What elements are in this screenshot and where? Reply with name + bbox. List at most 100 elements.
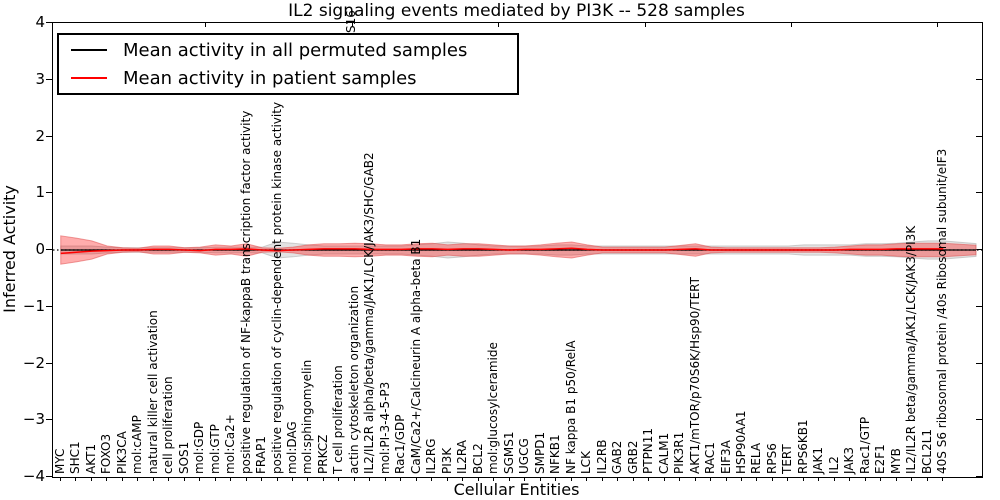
x-tick-mark (214, 477, 216, 481)
activity-bands-plot (53, 235, 982, 265)
x-tick-label: actin cytoskeleton organization (346, 285, 361, 474)
x-tick-mark (679, 477, 681, 481)
y-tick-mark-left (46, 362, 52, 364)
x-tick-mark (369, 477, 371, 481)
x-tick-mark (322, 477, 324, 481)
x-tick-label: mol:Ca2+ (223, 414, 238, 474)
x-tick-label: mol:sphingomyelin (300, 359, 315, 474)
x-tick-label: mol:GDP (192, 421, 207, 474)
x-tick-mark (152, 477, 154, 481)
x-tick-label: LCK (579, 451, 594, 474)
y-tick-label: 4 (35, 13, 45, 31)
y-tick-label: −1 (22, 296, 45, 315)
x-tick-label: HSP90AA1 (734, 410, 748, 474)
top-tick-mark (791, 23, 792, 27)
legend-item-patient: Mean activity in patient samples (59, 65, 517, 91)
top-tick-mark (645, 23, 646, 27)
y-tick-mark-left (46, 305, 52, 307)
x-tick-mark (199, 477, 201, 481)
x-tick-label: PIK3CA (114, 431, 129, 474)
y-tick-mark-right (976, 305, 982, 307)
red-line-swatch (71, 77, 107, 79)
x-tick-label: SOS1 (176, 441, 191, 474)
y-tick-label: −3 (22, 410, 45, 429)
x-tick-label: AKT1 (83, 443, 98, 474)
y-tick-mark-right (976, 22, 982, 23)
x-tick-mark (183, 477, 185, 481)
x-tick-mark (710, 477, 712, 481)
x-tick-label: NF kappa B1 p50/RelA (563, 340, 578, 474)
x-tick-label: IL2RA (455, 440, 470, 474)
x-tick-label: MYC (52, 448, 67, 474)
x-tick-mark (632, 477, 634, 481)
y-tick-label: 2 (35, 126, 45, 145)
x-tick-label: SHC1 (68, 441, 83, 474)
x-tick-mark (895, 477, 897, 481)
x-tick-label: GAB2 (610, 440, 625, 474)
x-tick-mark (446, 477, 448, 481)
x-tick-label: AKT1/mTOR/p70S6K/Hsp90/TERT (687, 277, 702, 474)
x-tick-mark (725, 477, 727, 481)
x-tick-label: TERT (780, 444, 795, 474)
y-tick-mark-right (976, 192, 982, 194)
x-tick-mark (493, 477, 495, 481)
y-tick-mark-right (976, 135, 982, 137)
x-tick-mark (353, 477, 355, 481)
x-tick-label: IL2/IL2R alpha/beta/gamma/JAK1/LCK/JAK3/… (362, 152, 377, 474)
y-tick-mark-left (46, 419, 52, 421)
legend-label: Mean activity in patient samples (123, 67, 417, 89)
x-tick-label: PRKCZ (315, 434, 330, 474)
x-tick-mark (741, 477, 742, 481)
x-tick-label: mol:GTP (207, 424, 222, 474)
y-tick-mark-left (46, 135, 52, 137)
x-tick-label: IL2/IL2R beta/gamma/JAK1/LCK/JAK3/PI3K (904, 225, 919, 474)
y-tick-mark-left (46, 22, 52, 23)
x-tick-label: T cell proliferation (331, 365, 346, 474)
x-tick-label: BCL2L1 (919, 428, 934, 474)
y-tick-label: −2 (22, 353, 45, 372)
plot-area: MYC SHC1 AKT1 FOXO3 PIK3CA mol:cAMP natural ki… (52, 22, 983, 478)
x-tick-label: SMPD1 (532, 431, 547, 474)
x-tick-mark (384, 477, 386, 481)
y-tick-mark-right (976, 362, 982, 364)
x-tick-mark (694, 477, 696, 481)
y-tick-mark-right (976, 78, 982, 80)
x-tick-label: RPS6 (764, 443, 779, 474)
top-tick-mark (205, 23, 206, 27)
x-tick-label: RAC1 (703, 442, 718, 474)
y-tick-mark-left (46, 78, 52, 80)
x-tick-mark (261, 477, 263, 481)
x-tick-mark (230, 477, 232, 481)
x-tick-label: PTPN11 (641, 427, 656, 474)
x-tick-mark (864, 477, 866, 481)
x-tick-mark (121, 477, 123, 481)
legend: Mean activity in all permuted samples Me… (57, 33, 519, 95)
y-tick-mark-right (976, 249, 982, 250)
x-tick-mark (802, 477, 804, 481)
y-tick-mark-right (976, 476, 982, 477)
x-tick-label: CALM1 (656, 432, 671, 474)
y-tick-mark-left (46, 192, 52, 194)
x-tick-label: JAK1 (811, 446, 826, 474)
x-tick-label: positive regulation of cyclin-dependent … (269, 101, 284, 474)
x-tick-mark (524, 477, 526, 481)
x-tick-label: positive regulation of NF-kappaB transcr… (238, 110, 253, 474)
x-tick-label: SGMS1 (501, 431, 516, 474)
x-tick-label: IL2RG (424, 438, 439, 475)
y-tick-label: 1 (35, 183, 45, 202)
x-tick-label: Rac1/GDP (393, 414, 408, 474)
x-tick-mark (849, 477, 851, 481)
x-tick-label: RPS6KB1 (795, 419, 810, 474)
x-tick-mark (880, 477, 882, 481)
x-tick-label: JAK3 (842, 446, 857, 474)
y-tick-label: −4 (22, 467, 45, 485)
x-tick-mark (168, 477, 170, 481)
y-tick-mark-left (46, 476, 52, 477)
x-tick-mark (942, 477, 944, 481)
x-tick-mark (462, 477, 464, 481)
legend-label: Mean activity in all permuted samples (123, 39, 468, 61)
x-tick-mark (539, 477, 541, 481)
legend-item-permuted: Mean activity in all permuted samples (59, 37, 517, 63)
x-tick-label: mol:DAG (284, 421, 299, 474)
